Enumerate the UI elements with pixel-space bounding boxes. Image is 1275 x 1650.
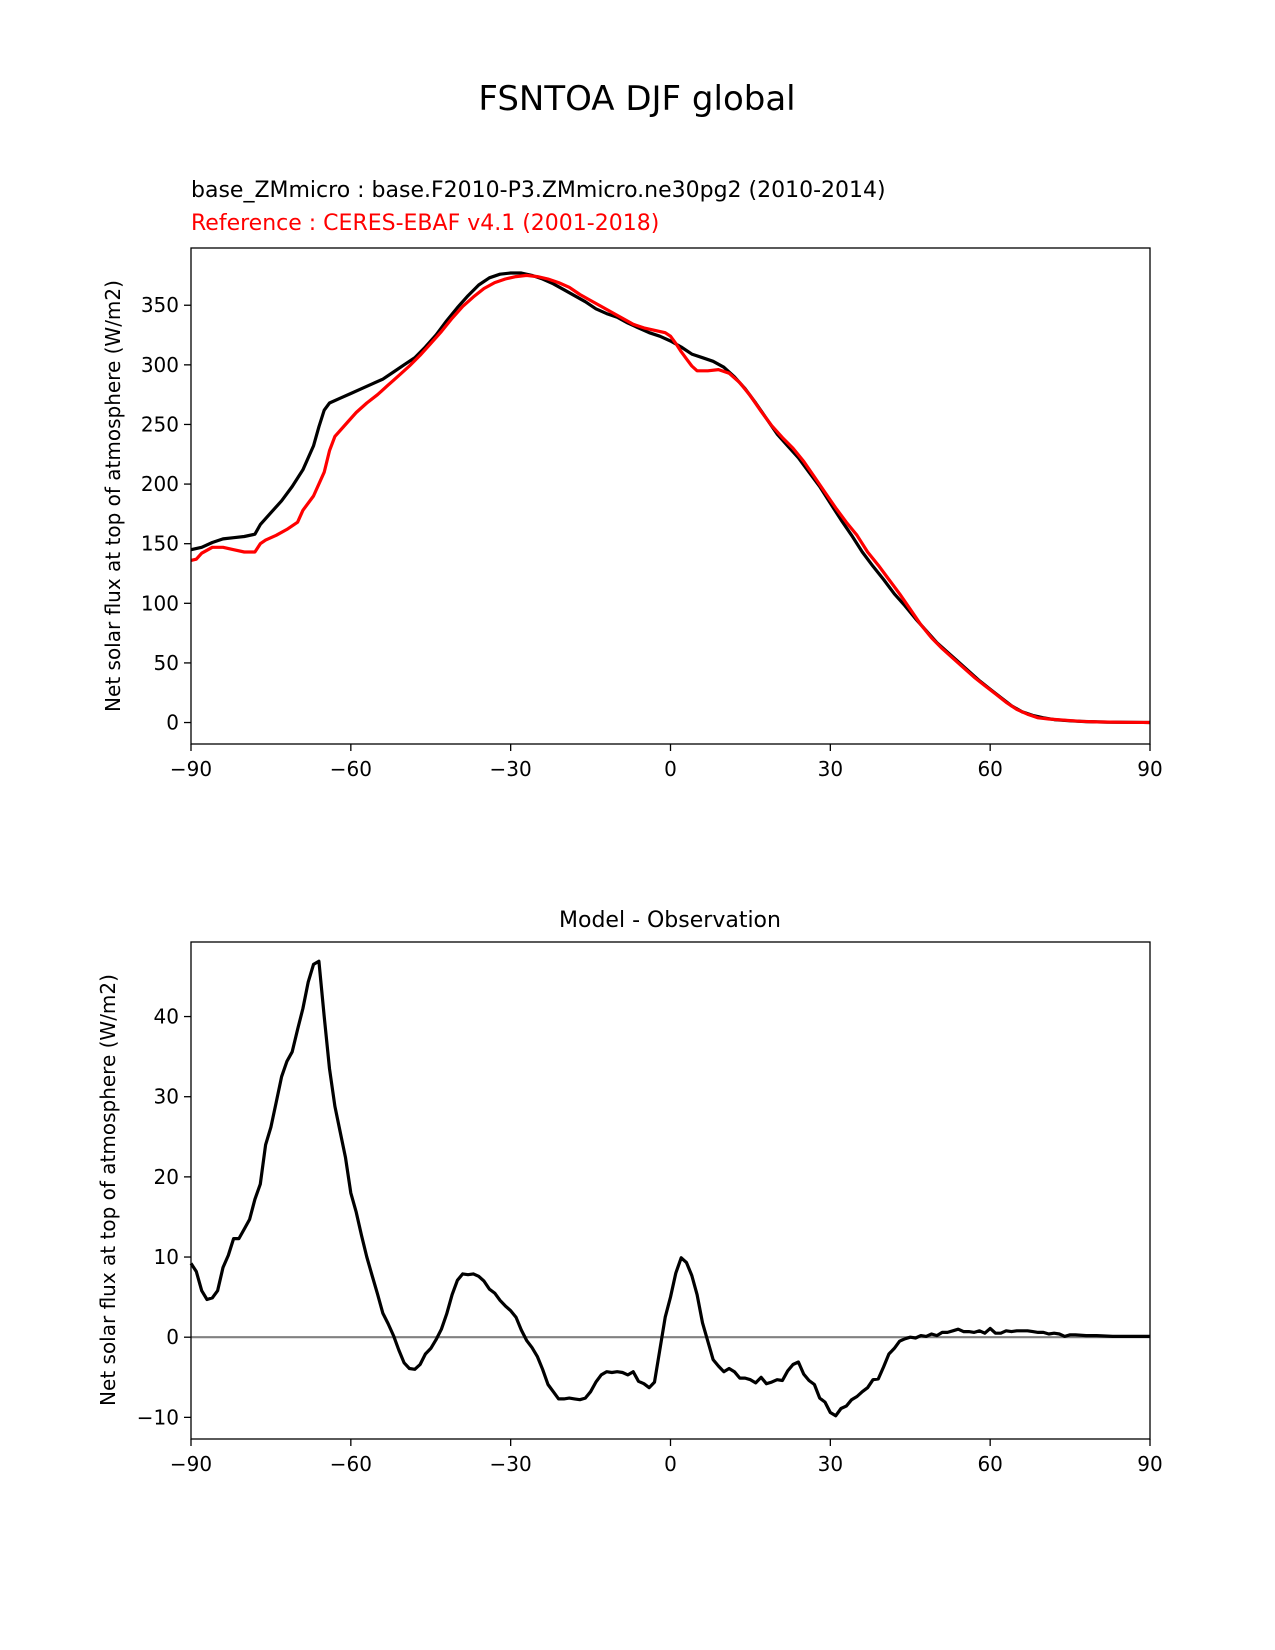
top-xtick-label: 90 [1137,757,1162,781]
top-ytick-label: 0 [166,711,179,735]
bottom-xtick-label: −30 [490,1452,532,1476]
top-xtick-label: −90 [170,757,212,781]
bottom-series-group [189,959,1150,1418]
bottom-xtick-label: 0 [664,1452,677,1476]
top-title-reference: Reference : CERES-EBAF v4.1 (2001-2018) [191,211,659,236]
figure-title: FSNTOA DJF global [478,79,795,119]
bottom-title: Model - Observation [559,908,781,933]
top-xtick-label: 30 [818,757,843,781]
bottom-ytick-label: 0 [166,1325,179,1349]
top-axes-frame [190,247,1151,745]
bottom-y-axis: −10 0 10 20 30 40 [137,1005,191,1429]
top-ylabel: Net solar flux at top of atmosphere (W/m… [101,280,125,712]
bottom-series-test-line [189,959,1150,1418]
bottom-x-axis: −90 −60 −30 0 30 60 90 [170,1439,1163,1476]
bottom-xtick-label: 60 [977,1452,1002,1476]
bottom-xtick-label: 90 [1137,1452,1162,1476]
top-xtick-label: −30 [490,757,532,781]
top-series-reference-line [190,273,1151,725]
bottom-xtick-label: −90 [170,1452,212,1476]
top-panel: base_ZMmicro : base.F2010-P3.ZMmicro.ne3… [101,178,1163,781]
bottom-xtick-label: 30 [818,1452,843,1476]
bottom-panel: Model - Observation Net solar flux at to… [96,908,1163,1476]
top-ytick-label: 250 [141,412,179,436]
bottom-ytick-label: 10 [154,1245,179,1269]
top-xtick-label: 60 [977,757,1002,781]
top-title-test: base_ZMmicro : base.F2010-P3.ZMmicro.ne3… [191,178,886,203]
bottom-axes-frame [190,941,1151,1440]
top-ytick-label: 350 [141,293,179,317]
top-series-group [190,271,1151,725]
bottom-ytick-label: 20 [154,1165,179,1189]
top-ytick-label: 300 [141,353,179,377]
top-x-axis: −90 −60 −30 0 30 60 90 [170,744,1163,781]
top-y-axis: 0 50 100 150 200 250 300 350 [141,293,191,735]
top-xtick-label: 0 [664,757,677,781]
bottom-ytick-label: 40 [154,1005,179,1029]
top-ytick-label: 50 [154,651,179,675]
bottom-xtick-label: −60 [330,1452,372,1476]
bottom-ytick-label: 30 [154,1085,179,1109]
top-ytick-label: 200 [141,472,179,496]
bottom-ylabel: Net solar flux at top of atmosphere (W/m… [96,974,120,1406]
top-ytick-label: 100 [141,591,179,615]
top-ytick-label: 150 [141,532,179,556]
top-xtick-label: −60 [330,757,372,781]
bottom-ytick-label: −10 [137,1405,179,1429]
